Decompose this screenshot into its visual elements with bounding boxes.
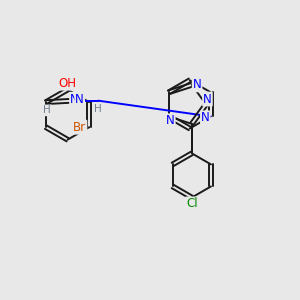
Text: Br: Br <box>73 121 86 134</box>
Text: N: N <box>203 93 212 106</box>
Text: H: H <box>94 104 102 114</box>
Text: N: N <box>70 93 79 106</box>
Text: N: N <box>166 114 175 127</box>
Text: H: H <box>44 105 51 116</box>
Text: N: N <box>193 78 202 91</box>
Text: OH: OH <box>58 77 76 90</box>
Text: N: N <box>75 93 84 106</box>
Text: Cl: Cl <box>186 197 198 211</box>
Text: N: N <box>201 111 210 124</box>
